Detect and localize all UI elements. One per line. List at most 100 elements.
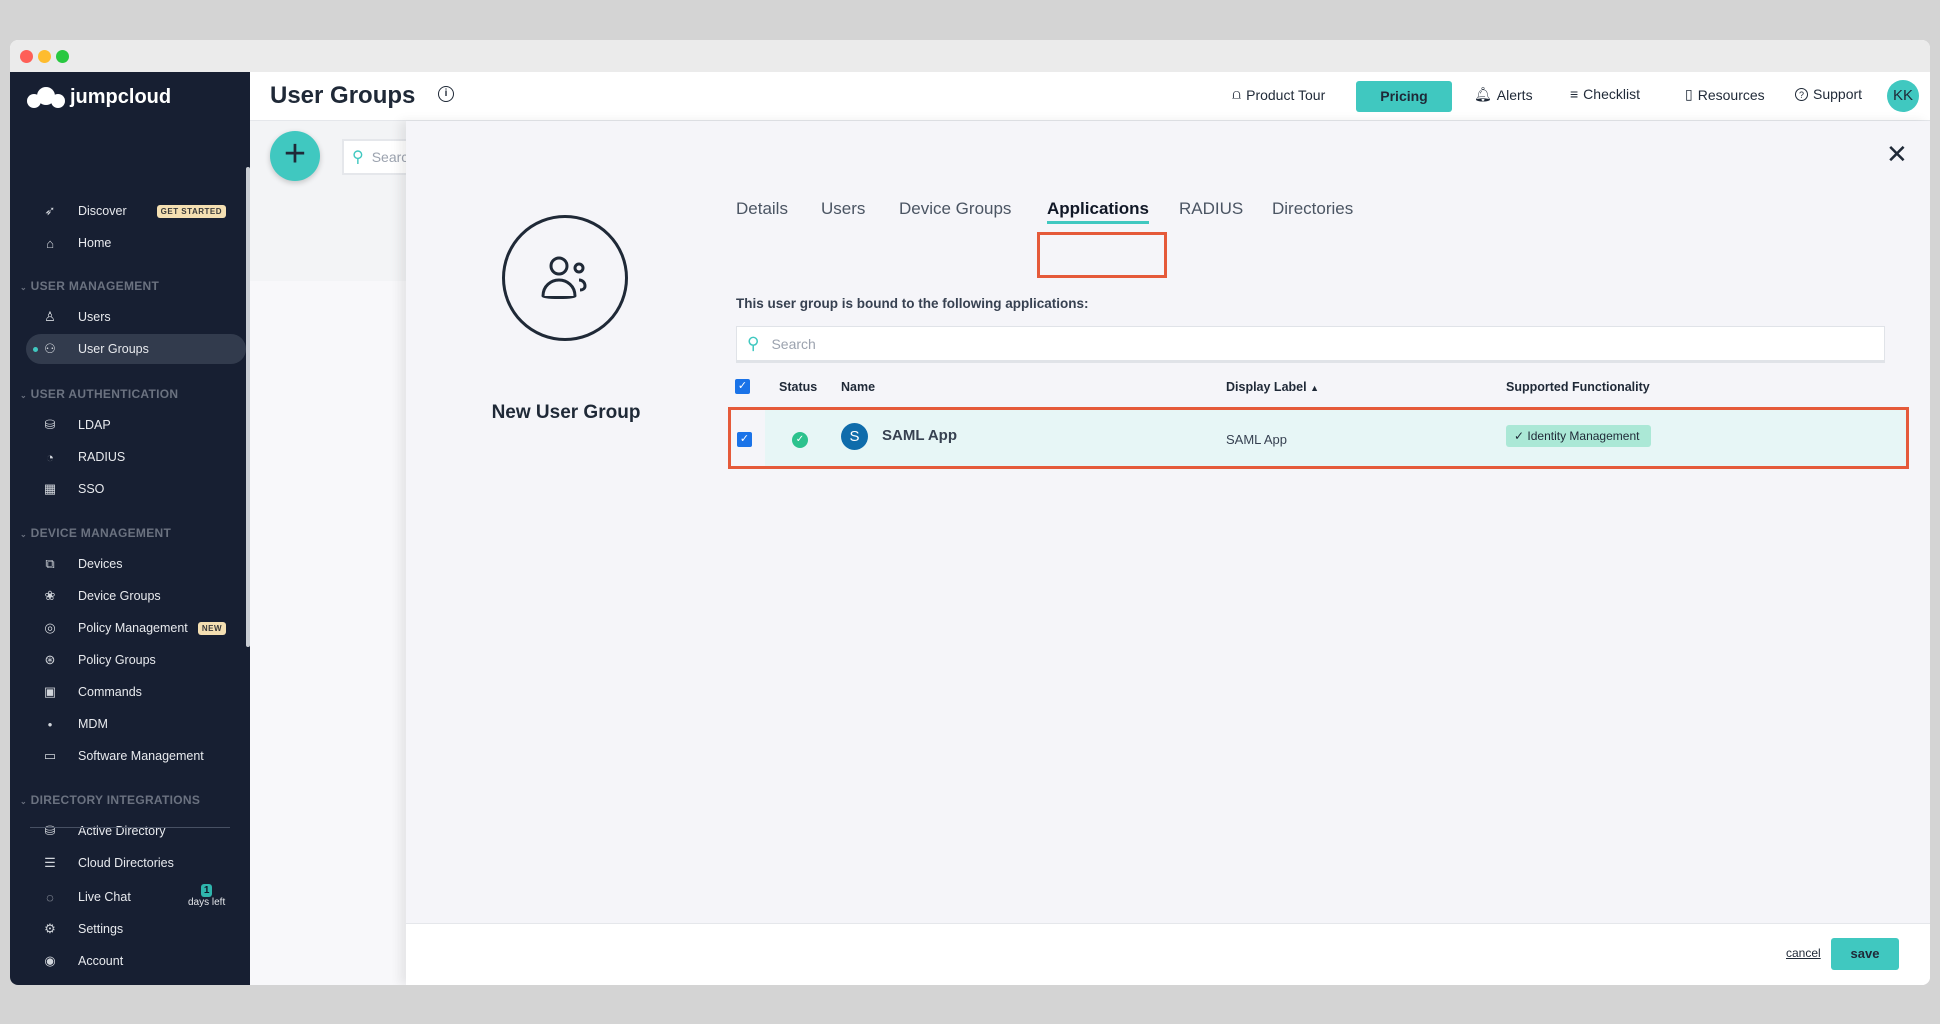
tab-details[interactable]: Details	[736, 199, 788, 218]
gear-icon: ⚙	[44, 921, 56, 936]
list-icon: ≡	[1570, 86, 1579, 102]
trial-counter: 1 days left	[188, 884, 226, 908]
sort-ascending-icon: ▲	[1310, 383, 1319, 393]
column-display-label[interactable]: Display Label ▲	[1226, 380, 1319, 394]
sidebar-item-mdm[interactable]: • MDM	[26, 709, 246, 739]
page-title: User Groups	[270, 82, 416, 109]
sidebar-item-account[interactable]: ◉ Account	[26, 946, 246, 976]
add-group-button[interactable]: +	[270, 131, 320, 181]
sidebar-section-header[interactable]: ⌄ USER AUTHENTICATION	[20, 387, 179, 401]
status-active-icon: ✓	[792, 432, 808, 448]
user-icon: ♙	[44, 309, 56, 324]
column-supported-functionality[interactable]: Supported Functionality	[1506, 380, 1650, 394]
sidebar-item-discover[interactable]: ➶ Discover GET STARTED	[26, 196, 246, 226]
rocket-icon: ➶	[44, 203, 56, 218]
user-group-icon: ⚇	[44, 341, 56, 356]
sidebar-section-header[interactable]: ⌄ DEVICE MANAGEMENT	[20, 526, 172, 540]
tab-directories[interactable]: Directories	[1272, 199, 1354, 218]
radius-icon: ◔	[46, 449, 54, 465]
sidebar-item-software-management[interactable]: ▭ Software Management	[26, 741, 246, 771]
sidebar-section-header[interactable]: ⌄ DIRECTORY INTEGRATIONS	[20, 793, 201, 807]
select-all-checkbox[interactable]: ✓	[735, 379, 750, 394]
sidebar-item-policy-management[interactable]: ◎ Policy Management NEW	[26, 613, 246, 643]
apple-icon: •	[47, 716, 53, 732]
avatar[interactable]: KK	[1887, 80, 1919, 112]
home-icon: ⌂	[46, 235, 54, 251]
pricing-button[interactable]: Pricing	[1356, 81, 1452, 112]
sidebar: jumpcloud ➶ Discover GET STARTED ⌂ Home ⌄ USE…	[10, 72, 250, 985]
group-list-area: + ⚲ Search	[250, 121, 462, 985]
terminal-icon: ▣	[43, 684, 57, 699]
support-link[interactable]: ? Support	[1795, 86, 1862, 102]
sidebar-item-live-chat[interactable]: ◌ Live Chat	[26, 882, 246, 912]
sidebar-badge: NEW	[197, 621, 226, 635]
sidebar-item-user-groups[interactable]: ⚇ User Groups	[26, 334, 246, 364]
sidebar-item-devices[interactable]: ⧉ Devices	[26, 549, 246, 579]
book-icon: ▯	[1685, 86, 1693, 102]
chat-icon: ◌	[46, 889, 54, 905]
panel-subtitle: This user group is bound to the followin…	[736, 296, 1089, 311]
sidebar-item-commands[interactable]: ▣ Commands	[26, 677, 246, 707]
sidebar-item-active-directory[interactable]: ⛁ Active Directory	[26, 816, 246, 846]
device-groups-icon: ❀	[44, 588, 56, 603]
sso-icon: ▦	[43, 481, 57, 496]
top-bar: User Groups i ⩍ Product Tour Pricing 🔔︎ Al…	[250, 72, 1930, 121]
cancel-link[interactable]: cancel	[1786, 946, 1821, 960]
info-icon[interactable]: i	[438, 86, 454, 102]
sidebar-item-sso[interactable]: ▦ SSO	[26, 474, 246, 504]
table-row[interactable]: ✓ ✓ S SAML App SAML App ✓ Identity Manag…	[728, 407, 1909, 469]
minimize-window-button[interactable]	[38, 50, 51, 63]
sidebar-item-settings[interactable]: ⚙ Settings	[26, 914, 246, 944]
tab-radius[interactable]: RADIUS	[1179, 199, 1244, 218]
bell-icon: 🔔︎	[1474, 86, 1492, 102]
help-icon: ?	[1795, 87, 1808, 101]
user-group-icon	[502, 215, 628, 341]
sidebar-item-collapse-menu[interactable]: ⊖Collapse Menu	[26, 978, 246, 985]
checklist-link[interactable]: ≡ Checklist	[1570, 86, 1640, 102]
sidebar-item-radius[interactable]: ◔ RADIUS	[26, 442, 246, 472]
maximize-window-button[interactable]	[56, 50, 69, 63]
functionality-badge: ✓ Identity Management	[1506, 425, 1652, 447]
tab-applications[interactable]: Applications	[1047, 199, 1150, 224]
sidebar-section-header[interactable]: ⌄ USER MANAGEMENT	[20, 279, 160, 293]
row-checkbox[interactable]: ✓	[737, 432, 752, 447]
save-button[interactable]: save	[1831, 938, 1899, 970]
sidebar-item-home[interactable]: ⌂ Home	[26, 228, 246, 258]
account-icon: ◉	[44, 953, 56, 968]
sidebar-item-users[interactable]: ♙ Users	[26, 302, 246, 332]
alerts-link[interactable]: 🔔︎ Alerts	[1474, 86, 1533, 103]
app-display-label: SAML App	[1226, 432, 1287, 447]
group-name: New User Group	[491, 402, 641, 423]
laptop-icon: ▭	[43, 748, 57, 763]
app-avatar: S	[841, 423, 868, 450]
cloud-logo-icon	[27, 86, 65, 108]
title-bar	[10, 40, 1930, 72]
close-icon[interactable]: ✕	[1886, 139, 1908, 169]
product-tour-link[interactable]: ⩍ Product Tour	[1232, 86, 1326, 103]
policy-groups-icon: ⊛	[44, 652, 56, 667]
search-icon: ⚲	[352, 149, 364, 166]
panel-footer: cancel save	[406, 923, 1930, 985]
application-search-input[interactable]: ⚲ Search	[736, 326, 1885, 363]
sidebar-badge: GET STARTED	[156, 204, 226, 218]
sidebar-item-policy-groups[interactable]: ⊛ Policy Groups	[26, 645, 246, 675]
logo[interactable]: jumpcloud	[26, 86, 171, 109]
search-icon: ⚲	[747, 333, 760, 353]
resources-link[interactable]: ▯ Resources	[1685, 86, 1765, 103]
tab-device-groups[interactable]: Device Groups	[899, 199, 1012, 218]
app-name[interactable]: SAML App	[882, 427, 957, 444]
tab-users[interactable]: Users	[821, 199, 866, 218]
sidebar-divider	[30, 827, 230, 828]
devices-icon: ⧉	[45, 556, 55, 571]
sidebar-item-device-groups[interactable]: ❀ Device Groups	[26, 581, 246, 611]
sidebar-item-ldap[interactable]: ⛁ LDAP	[26, 410, 246, 440]
app-window: jumpcloud ➶ Discover GET STARTED ⌂ Home ⌄ USE…	[10, 40, 1930, 985]
sidebar-item-cloud-directories[interactable]: ☰ Cloud Directories	[26, 848, 246, 878]
active-directory-icon: ⛁	[44, 823, 56, 838]
sidebar-scrollbar[interactable]	[246, 167, 250, 647]
column-status[interactable]: Status	[779, 380, 818, 394]
column-name[interactable]: Name	[841, 380, 876, 394]
close-window-button[interactable]	[20, 50, 33, 63]
policy-icon: ◎	[44, 620, 56, 635]
cloud-directory-icon: ☰	[44, 855, 56, 870]
